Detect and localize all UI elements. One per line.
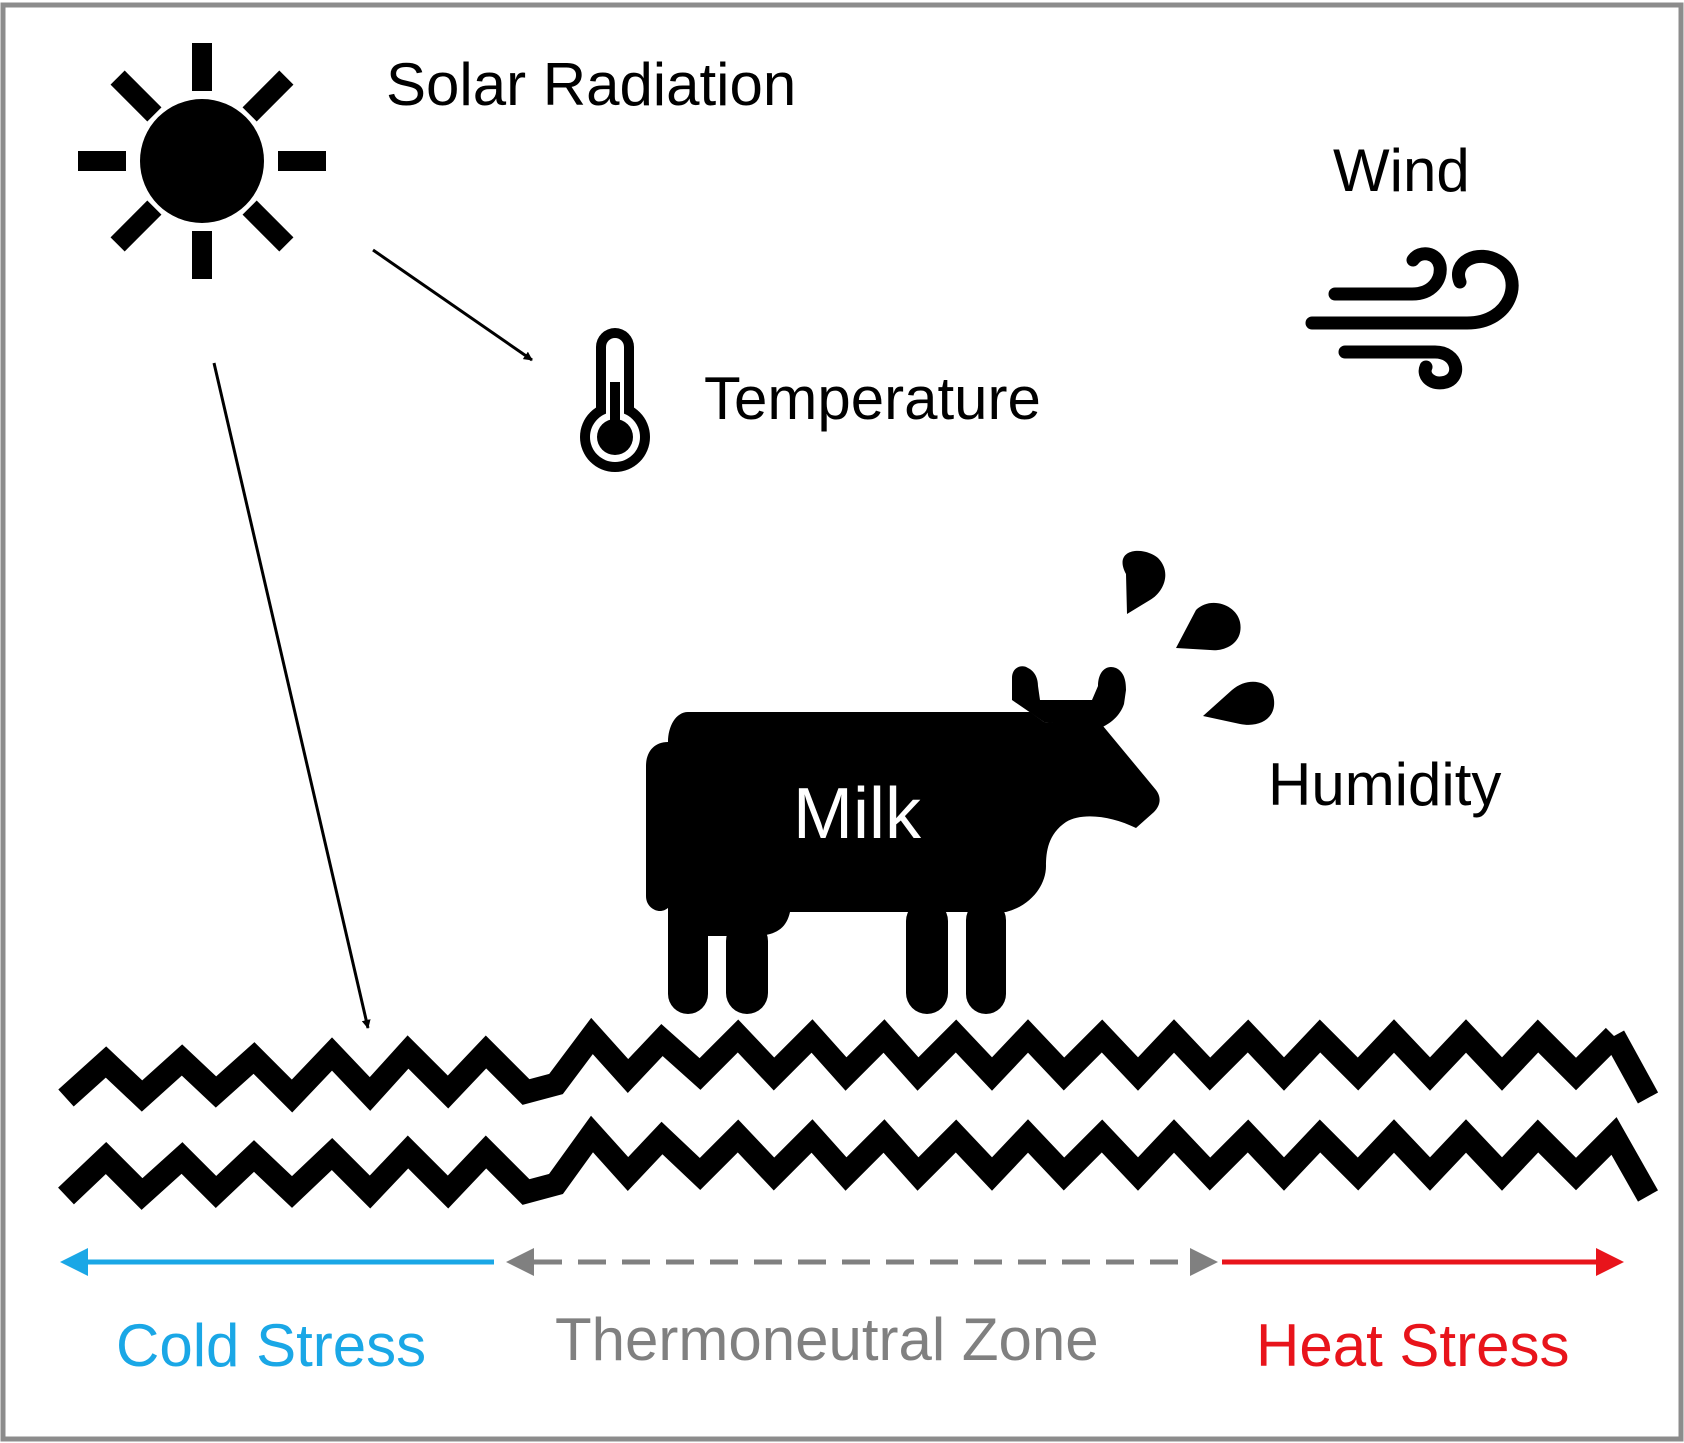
thermoneutral-zone-label: Thermoneutral Zone [555,1306,1099,1373]
cow-icon [646,666,1160,1014]
water-drop-icon [1122,550,1275,725]
wind-label: Wind [1333,137,1470,204]
thermometer-icon [580,328,650,472]
ground-zigzag-upper [58,1017,1623,1113]
heat-stress-label: Heat Stress [1256,1312,1569,1379]
heat-stress-arrow [1222,1248,1624,1276]
humidity-label: Humidity [1268,751,1501,818]
ground-zigzag-upper-b [1603,1030,1659,1104]
ground-zigzag-lower [58,1115,1659,1210]
cold-stress-label: Cold Stress [116,1312,426,1379]
milk-label: Milk [793,774,922,854]
wind-icon [1305,247,1519,390]
ground-zigzag-icon [58,1017,1659,1210]
thermoneutral-zone-arrow [506,1248,1218,1276]
cold-stress-arrow [60,1248,494,1276]
sun-icon [78,43,326,279]
temperature-label: Temperature [704,365,1041,432]
solar-to-ground-arrow [212,362,371,1029]
solar-to-temperature-arrow [372,248,533,362]
solar-radiation-label: Solar Radiation [386,51,796,118]
